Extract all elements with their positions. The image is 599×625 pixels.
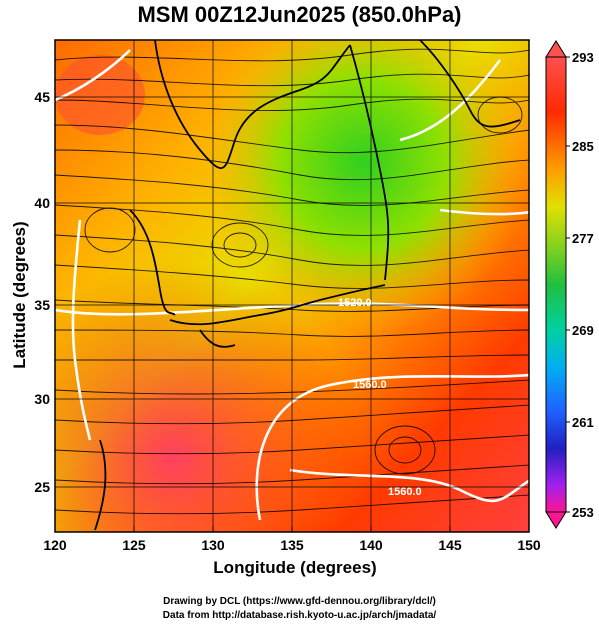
contour-label: 1520.0 [338,297,372,309]
y-tick-label: 25 [34,479,50,495]
x-tick-label: 125 [122,537,146,553]
x-tick-label: 145 [438,537,462,553]
y-tick-label: 40 [34,195,50,211]
colorbar-tick-label: 261 [572,415,594,430]
y-tick-label: 45 [34,89,50,105]
x-tick-label: 135 [280,537,304,553]
coastlines [94,40,521,531]
colorbar-tick-label: 253 [572,505,594,520]
colorbar-tick-label: 293 [572,50,594,65]
colorbar-bar [545,56,567,513]
x-tick-label: 120 [43,537,67,553]
x-axis [54,526,530,532]
colorbar-max-arrow [545,40,567,58]
colorbar-tick-label: 285 [572,139,594,154]
y-tick-label: 30 [34,391,50,407]
x-tick-label: 140 [359,537,383,553]
x-axis-label: Longitude (degrees) [213,558,377,577]
lat-lon-grid [55,40,529,532]
y-axis-label: Latitude (degrees) [10,221,29,369]
colorbar-tick-label: 269 [572,323,594,338]
y-tick-label: 35 [34,297,50,313]
colorbar-min-arrow [545,511,567,529]
x-tick-label: 150 [517,537,541,553]
temperature-field: 1520.0 1560.0 1560.0 [55,40,529,532]
colorbar-tick-label: 277 [572,231,594,246]
contour-label: 1560.0 [353,379,387,391]
x-tick-label: 130 [201,537,225,553]
credit-data: Data from http://database.rish.kyoto-u.a… [162,610,437,621]
contour-label: 1560.0 [388,486,422,498]
credit-drawing: Drawing by DCL (https://www.gfd-dennou.o… [163,596,436,607]
colorbar: 293 285 277 269 261 253 [545,40,594,529]
streamlines [55,48,529,515]
map-title: MSM 00Z12Jun2025 (850.0hPa) [137,2,462,27]
